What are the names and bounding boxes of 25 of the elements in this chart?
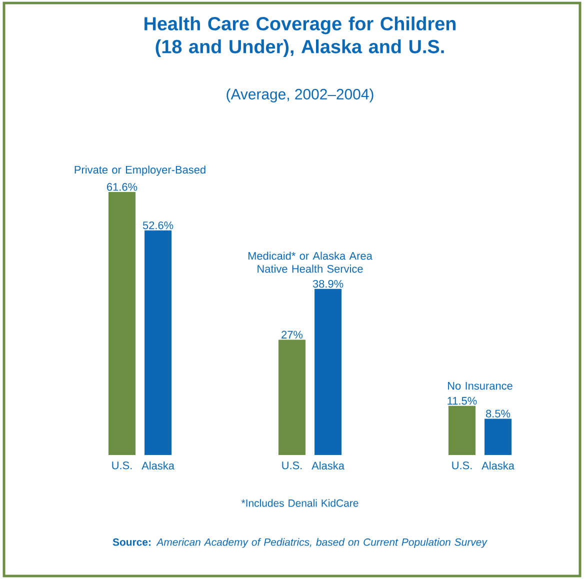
- text: Alaska: [142, 462, 174, 470]
- data-label: 38.9%: [312, 280, 344, 288]
- chart-subtitle: (Average, 2002–2004): [226, 88, 374, 102]
- series-label: U.S.: [112, 462, 132, 470]
- text: U.S.: [282, 462, 302, 470]
- x-tick-label: Medicaid* or Alaska Area Native Health Service: [248, 252, 372, 273]
- x-tick-label: No Insurance: [448, 382, 512, 390]
- bar: [108, 192, 136, 455]
- bar: [484, 418, 512, 455]
- chart-title: Health Care Coverage for Children (18 and Under), Alaska and U.S.: [144, 16, 456, 58]
- bar: [278, 340, 306, 455]
- data-label: 11.5%: [448, 396, 477, 405]
- data-label: 52.6%: [142, 221, 174, 230]
- x-tick-label: Private or Employer-Based: [74, 166, 206, 176]
- text: Alaska: [482, 462, 514, 470]
- bar: [448, 406, 476, 455]
- bar: [314, 288, 342, 455]
- text: U.S.: [452, 462, 472, 470]
- bar: [144, 230, 172, 455]
- series-label: Alaska: [312, 462, 344, 470]
- text: *Includes Denali KidCare: [241, 499, 358, 507]
- data-label: 8.5%: [486, 410, 510, 418]
- data-label: 27%: [282, 330, 303, 339]
- data-label: 61.6%: [107, 183, 138, 191]
- text: Source: American Academy of Pediatrics, based on Current Population Survey: [112, 538, 488, 548]
